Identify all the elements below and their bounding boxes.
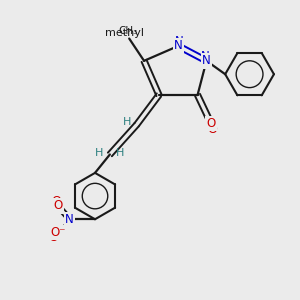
Text: O: O — [51, 195, 61, 208]
Text: O⁻: O⁻ — [50, 226, 66, 239]
Text: O⁻: O⁻ — [48, 232, 64, 244]
Text: H: H — [95, 148, 104, 158]
Text: N: N — [201, 50, 209, 63]
Text: methyl: methyl — [105, 28, 144, 38]
Text: N: N — [174, 40, 183, 52]
Text: N: N — [64, 213, 75, 226]
Text: H: H — [123, 117, 131, 127]
Text: O: O — [53, 200, 62, 212]
Text: N: N — [175, 35, 184, 48]
Text: CH₃: CH₃ — [118, 26, 137, 36]
Text: N: N — [65, 213, 74, 226]
Text: O: O — [206, 117, 216, 130]
Text: O: O — [208, 123, 218, 136]
Text: N: N — [202, 54, 211, 67]
Text: H: H — [116, 148, 124, 158]
